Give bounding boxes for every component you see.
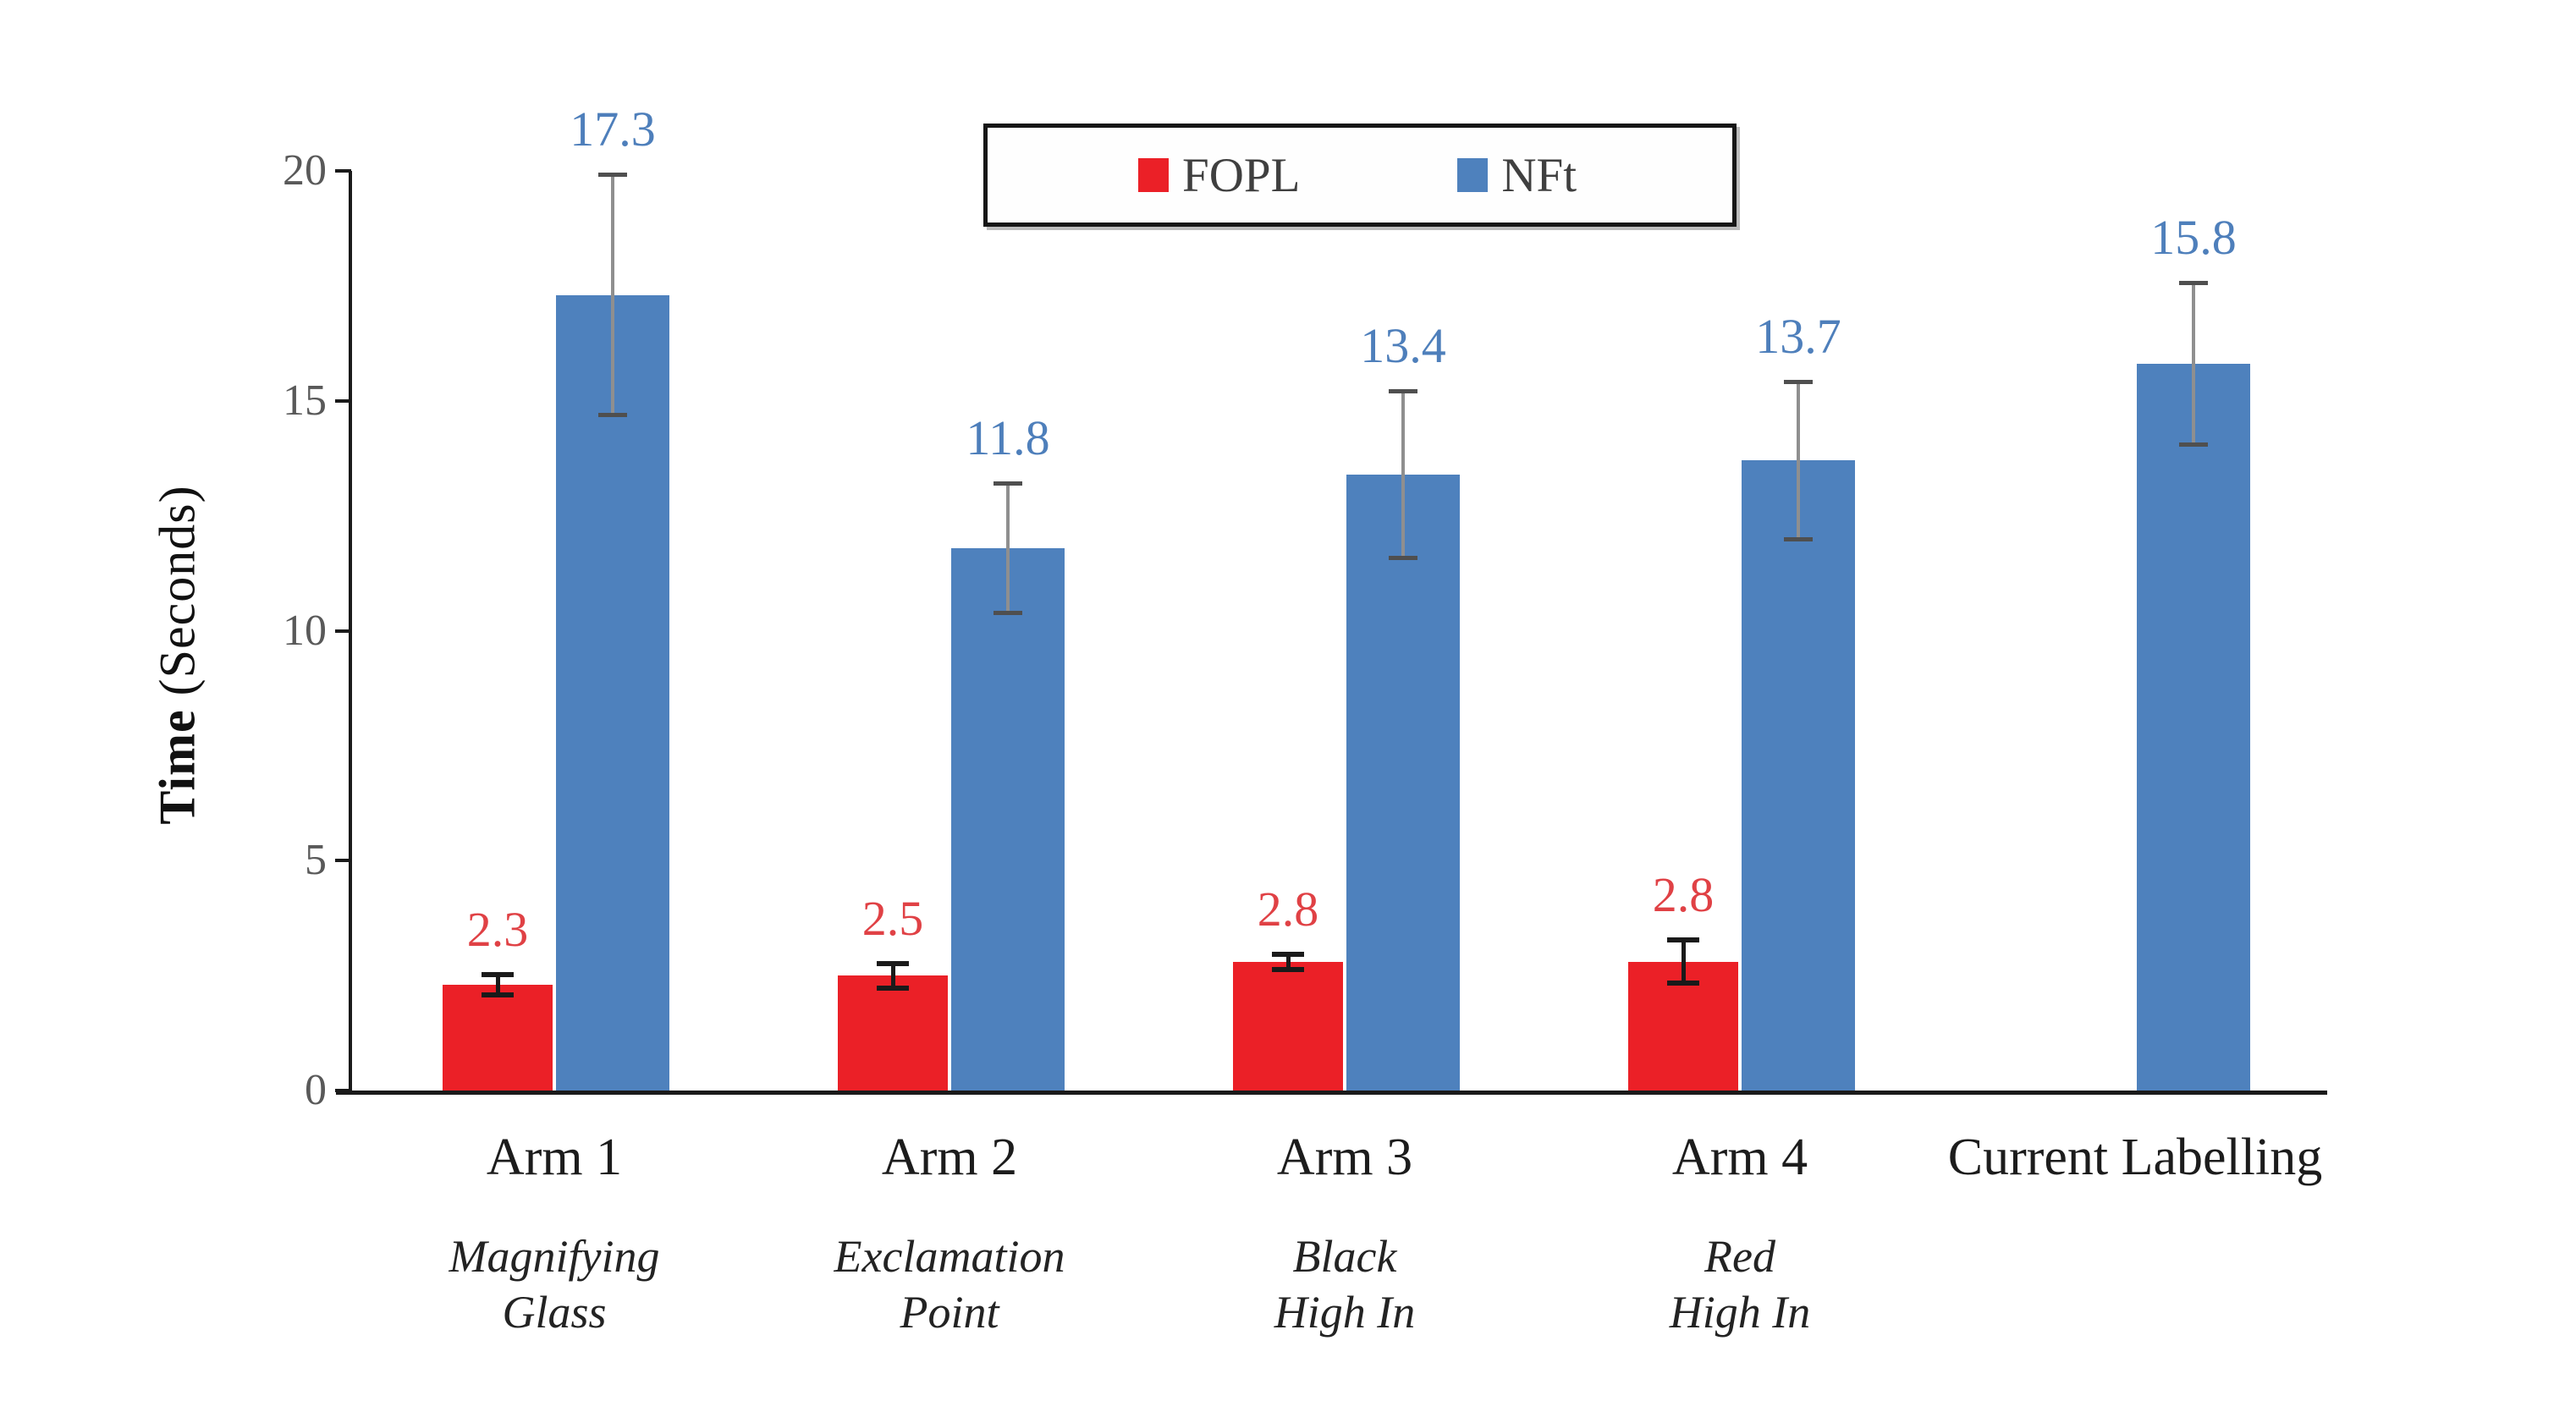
error-bar-line-nft-arm-3	[1401, 392, 1405, 558]
error-bar-cap-top-fopl-arm-4	[1667, 937, 1699, 942]
y-tick-15	[335, 399, 351, 403]
bar-nft-current-labelling	[2137, 364, 2250, 1091]
error-bar-cap-bottom-fopl-arm-4	[1667, 981, 1699, 986]
category-sublabel-arm-4: Red High In	[1669, 1231, 1811, 1338]
y-axis-title-bold: Time	[149, 709, 206, 825]
error-bar-cap-top-nft-arm-3	[1389, 389, 1417, 393]
error-bar-cap-bottom-nft-arm-3	[1389, 556, 1417, 560]
value-label-nft-arm-4: 13.7	[1755, 309, 1841, 364]
legend-item-fopl: FOPL	[1138, 151, 1300, 200]
error-bar-line-fopl-arm-2	[891, 964, 895, 987]
legend-marker-nft-icon	[1457, 158, 1489, 192]
legend-label-fopl: FOPL	[1182, 148, 1301, 202]
y-tick-0	[335, 1089, 351, 1092]
y-tick-label-20: 20	[283, 146, 327, 195]
error-bar-cap-top-fopl-arm-3	[1272, 952, 1304, 957]
y-tick-label-5: 5	[305, 836, 327, 884]
bar-fopl-arm-1	[443, 985, 553, 1091]
legend-label-nft: NFt	[1501, 148, 1577, 202]
y-tick-label-10: 10	[283, 607, 327, 655]
value-label-nft-arm-3: 13.4	[1360, 318, 1446, 373]
legend-item-nft: NFt	[1457, 151, 1577, 200]
category-label-arm-2: Arm 2	[881, 1129, 1018, 1186]
error-bar-line-fopl-arm-3	[1286, 955, 1291, 969]
category-sublabel-arm-2: Exclamation Point	[834, 1231, 1065, 1338]
error-bar-line-nft-arm-4	[1797, 382, 1800, 539]
value-label-nft-arm-1: 17.3	[570, 102, 656, 157]
bar-nft-arm-3	[1346, 475, 1460, 1091]
y-axis-title-rest: (Seconds)	[149, 485, 206, 710]
category-label-arm-1: Arm 1	[486, 1129, 623, 1186]
x-axis-line	[336, 1091, 2327, 1095]
value-label-nft-current-labelling: 15.8	[2150, 210, 2237, 265]
error-bar-cap-top-nft-arm-1	[598, 173, 627, 177]
category-sublabel-arm-1: Magnifying Glass	[449, 1231, 660, 1338]
error-bar-line-nft-arm-1	[611, 175, 614, 415]
error-bar-cap-bottom-fopl-arm-2	[877, 986, 909, 991]
bar-fopl-arm-3	[1233, 962, 1343, 1091]
category-label-arm-3: Arm 3	[1276, 1129, 1413, 1186]
y-tick-label-15: 15	[283, 376, 327, 425]
value-label-fopl-arm-4: 2.8	[1652, 867, 1715, 922]
y-axis-line	[349, 171, 352, 1095]
error-bar-cap-bottom-nft-arm-2	[994, 611, 1022, 615]
error-bar-cap-top-fopl-arm-2	[877, 961, 909, 966]
legend: FOPL NFt	[983, 124, 1737, 227]
bar-nft-arm-4	[1742, 460, 1855, 1091]
error-bar-line-nft-arm-2	[1006, 484, 1010, 613]
bar-nft-arm-2	[951, 548, 1065, 1091]
error-bar-cap-top-fopl-arm-1	[482, 972, 514, 977]
error-bar-line-fopl-arm-4	[1682, 941, 1686, 982]
y-axis-title: Time (Seconds)	[149, 485, 207, 824]
value-label-fopl-arm-1: 2.3	[466, 902, 529, 957]
category-label-arm-4: Arm 4	[1671, 1129, 1808, 1186]
category-label-current-labelling: Current Labelling	[1947, 1129, 2323, 1186]
bar-nft-arm-1	[556, 295, 669, 1091]
error-bar-cap-bottom-fopl-arm-3	[1272, 967, 1304, 972]
error-bar-cap-bottom-nft-arm-1	[598, 413, 627, 417]
category-sublabel-arm-3: Black High In	[1274, 1231, 1416, 1338]
value-label-nft-arm-2: 11.8	[966, 410, 1050, 465]
error-bar-cap-top-nft-arm-2	[994, 481, 1022, 486]
legend-marker-fopl-icon	[1138, 158, 1169, 192]
y-tick-label-0: 0	[305, 1066, 327, 1114]
value-label-fopl-arm-2: 2.5	[861, 891, 924, 946]
y-tick-10	[335, 629, 351, 633]
value-label-fopl-arm-3: 2.8	[1257, 882, 1319, 937]
y-tick-20	[335, 169, 351, 173]
error-bar-cap-bottom-fopl-arm-1	[482, 992, 514, 997]
error-bar-cap-top-nft-current-labelling	[2179, 281, 2208, 285]
error-bar-line-nft-current-labelling	[2192, 283, 2195, 444]
error-bar-line-fopl-arm-1	[496, 975, 500, 994]
bar-fopl-arm-2	[838, 975, 948, 1091]
error-bar-cap-bottom-nft-current-labelling	[2179, 442, 2208, 447]
y-tick-5	[335, 859, 351, 862]
error-bar-cap-top-nft-arm-4	[1784, 380, 1813, 384]
error-bar-cap-bottom-nft-arm-4	[1784, 537, 1813, 541]
